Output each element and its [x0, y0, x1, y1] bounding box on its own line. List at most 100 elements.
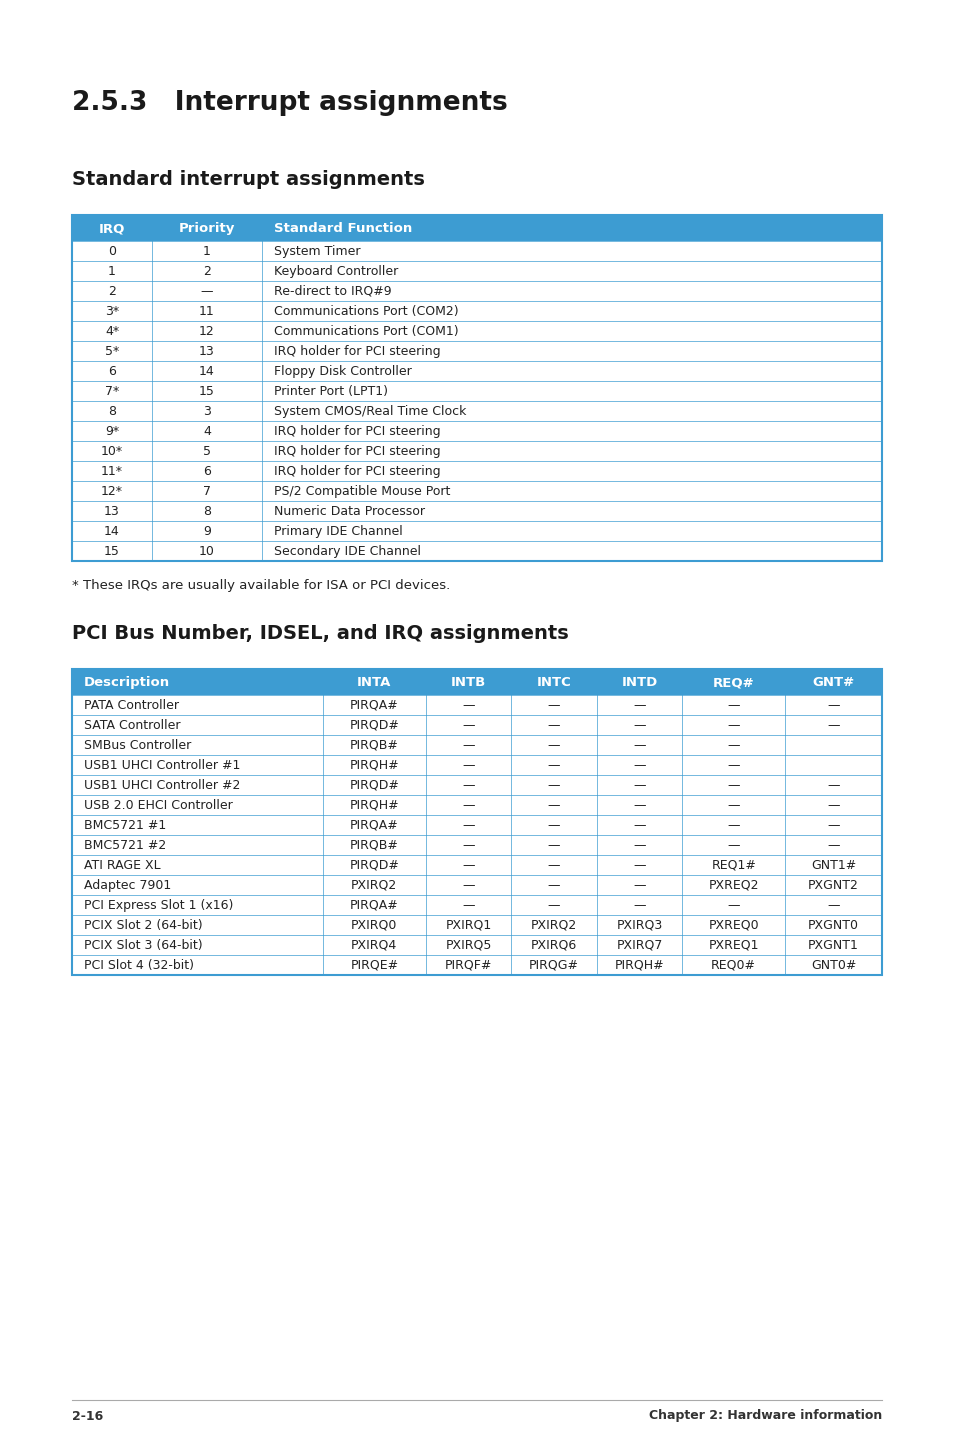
Text: System CMOS/Real Time Clock: System CMOS/Real Time Clock	[274, 406, 466, 418]
Text: —: —	[461, 838, 475, 851]
Bar	[71, 301, 882, 321]
Text: Numeric Data Processor: Numeric Data Processor	[274, 505, 424, 518]
Text: BMC5721 #2: BMC5721 #2	[84, 838, 166, 851]
Text: 8: 8	[108, 406, 116, 418]
Bar	[71, 242, 882, 262]
Text: —: —	[547, 800, 559, 812]
Text: PXIRQ0: PXIRQ0	[351, 919, 397, 932]
Text: Standard interrupt assignments: Standard interrupt assignments	[71, 170, 424, 188]
Text: 11: 11	[199, 305, 214, 318]
Text: Priority: Priority	[178, 221, 235, 234]
Bar	[71, 480, 882, 500]
Text: 6: 6	[203, 464, 211, 477]
Text: —: —	[727, 820, 740, 833]
Text: REQ0#: REQ0#	[710, 959, 756, 972]
Text: PXIRQ7: PXIRQ7	[616, 939, 662, 952]
Text: PXGNT0: PXGNT0	[807, 919, 858, 932]
Text: Communications Port (COM1): Communications Port (COM1)	[274, 325, 458, 338]
Text: IRQ holder for PCI steering: IRQ holder for PCI steering	[274, 345, 440, 358]
Text: —: —	[633, 759, 645, 772]
Text: —: —	[727, 800, 740, 812]
Text: PIRQD#: PIRQD#	[349, 858, 399, 871]
Text: —: —	[727, 899, 740, 912]
Text: —: —	[547, 820, 559, 833]
Text: PXREQ2: PXREQ2	[708, 879, 759, 892]
Text: —: —	[727, 739, 740, 752]
Text: PIRQG#: PIRQG#	[529, 959, 578, 972]
Text: Re-direct to IRQ#9: Re-direct to IRQ#9	[274, 285, 392, 298]
Text: PXIRQ2: PXIRQ2	[530, 919, 577, 932]
Text: —: —	[461, 899, 475, 912]
Text: PIRQA#: PIRQA#	[350, 820, 398, 833]
Text: 9*: 9*	[105, 426, 119, 439]
Text: —: —	[461, 699, 475, 712]
Text: —: —	[633, 838, 645, 851]
Bar	[71, 856, 882, 874]
Bar	[71, 462, 882, 480]
Bar	[71, 735, 882, 755]
Text: PCIX Slot 3 (64-bit): PCIX Slot 3 (64-bit)	[84, 939, 202, 952]
Text: —: —	[461, 879, 475, 892]
Text: PXREQ0: PXREQ0	[708, 919, 759, 932]
Text: Primary IDE Channel: Primary IDE Channel	[274, 525, 402, 538]
Bar	[71, 955, 882, 975]
Text: 7: 7	[203, 485, 211, 498]
Text: —: —	[633, 899, 645, 912]
Text: —: —	[727, 779, 740, 792]
Text: 2: 2	[203, 265, 211, 278]
Text: —: —	[461, 719, 475, 732]
Text: PXIRQ2: PXIRQ2	[351, 879, 397, 892]
Text: —: —	[633, 800, 645, 812]
Text: —: —	[200, 285, 213, 298]
Text: 5*: 5*	[105, 345, 119, 358]
Bar	[71, 421, 882, 441]
Bar	[71, 669, 882, 975]
Text: 1: 1	[203, 244, 211, 257]
Text: Standard Function: Standard Function	[274, 221, 412, 234]
Text: 9: 9	[203, 525, 211, 538]
Text: Description: Description	[84, 676, 170, 689]
Bar	[71, 321, 882, 341]
Bar	[71, 541, 882, 561]
Text: USB1 UHCI Controller #1: USB1 UHCI Controller #1	[84, 759, 240, 772]
Bar	[71, 669, 882, 695]
Text: —: —	[826, 899, 839, 912]
Text: Chapter 2: Hardware information: Chapter 2: Hardware information	[648, 1409, 882, 1422]
Text: Printer Port (LPT1): Printer Port (LPT1)	[274, 385, 388, 398]
Text: —: —	[461, 759, 475, 772]
Text: —: —	[633, 858, 645, 871]
Text: —: —	[547, 838, 559, 851]
Text: —: —	[633, 719, 645, 732]
Text: —: —	[461, 800, 475, 812]
Text: —: —	[633, 820, 645, 833]
Text: —: —	[547, 719, 559, 732]
Text: IRQ holder for PCI steering: IRQ holder for PCI steering	[274, 426, 440, 439]
Text: USB 2.0 EHCI Controller: USB 2.0 EHCI Controller	[84, 800, 233, 812]
Text: PCI Slot 4 (32-bit): PCI Slot 4 (32-bit)	[84, 959, 193, 972]
Text: —: —	[633, 699, 645, 712]
Text: System Timer: System Timer	[274, 244, 360, 257]
Bar	[71, 715, 882, 735]
Text: —: —	[547, 739, 559, 752]
Text: PIRQB#: PIRQB#	[350, 739, 398, 752]
Text: —: —	[461, 739, 475, 752]
Text: —: —	[727, 759, 740, 772]
Text: Secondary IDE Channel: Secondary IDE Channel	[274, 545, 420, 558]
Bar	[71, 815, 882, 835]
Bar	[71, 500, 882, 521]
Text: PCI Express Slot 1 (x16): PCI Express Slot 1 (x16)	[84, 899, 233, 912]
Text: 2.5.3   Interrupt assignments: 2.5.3 Interrupt assignments	[71, 91, 507, 116]
Text: —: —	[633, 739, 645, 752]
Text: PATA Controller: PATA Controller	[84, 699, 179, 712]
Text: SATA Controller: SATA Controller	[84, 719, 180, 732]
Text: PIRQH#: PIRQH#	[349, 759, 398, 772]
Text: INTD: INTD	[620, 676, 657, 689]
Text: 6: 6	[108, 365, 116, 378]
Text: 0: 0	[108, 244, 116, 257]
Text: —: —	[461, 820, 475, 833]
Text: PIRQB#: PIRQB#	[350, 838, 398, 851]
Text: PXIRQ3: PXIRQ3	[616, 919, 662, 932]
Text: PIRQH#: PIRQH#	[614, 959, 663, 972]
Text: ATI RAGE XL: ATI RAGE XL	[84, 858, 160, 871]
Text: IRQ holder for PCI steering: IRQ holder for PCI steering	[274, 444, 440, 457]
